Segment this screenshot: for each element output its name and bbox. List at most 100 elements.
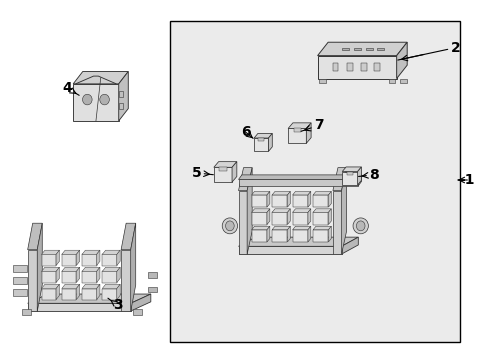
- Polygon shape: [238, 237, 358, 246]
- Polygon shape: [287, 123, 310, 129]
- Ellipse shape: [225, 221, 234, 231]
- Polygon shape: [305, 123, 310, 143]
- Polygon shape: [271, 192, 290, 195]
- Polygon shape: [28, 294, 150, 303]
- Polygon shape: [28, 250, 37, 311]
- Polygon shape: [82, 255, 97, 266]
- Polygon shape: [61, 250, 80, 255]
- Polygon shape: [238, 180, 358, 186]
- Polygon shape: [102, 288, 117, 300]
- Polygon shape: [238, 175, 361, 180]
- Bar: [22, 309, 30, 315]
- Polygon shape: [287, 129, 305, 143]
- Polygon shape: [61, 288, 76, 300]
- Polygon shape: [82, 250, 100, 255]
- Polygon shape: [254, 138, 268, 152]
- Polygon shape: [41, 250, 60, 255]
- Bar: [258, 138, 264, 141]
- Bar: [387, 78, 394, 83]
- Bar: [219, 167, 226, 171]
- Polygon shape: [238, 168, 252, 190]
- Polygon shape: [56, 267, 60, 283]
- Polygon shape: [251, 226, 269, 230]
- Bar: [13, 265, 27, 272]
- Polygon shape: [213, 167, 232, 182]
- Bar: [170, 21, 459, 342]
- Polygon shape: [56, 250, 60, 266]
- Polygon shape: [332, 190, 341, 254]
- Polygon shape: [287, 226, 290, 242]
- Polygon shape: [271, 230, 287, 242]
- Bar: [399, 78, 406, 83]
- Polygon shape: [102, 255, 117, 266]
- Polygon shape: [102, 250, 120, 255]
- Bar: [346, 63, 352, 71]
- Polygon shape: [292, 226, 310, 230]
- Polygon shape: [266, 209, 269, 225]
- Polygon shape: [97, 267, 100, 283]
- Bar: [374, 63, 379, 71]
- Polygon shape: [312, 230, 328, 242]
- Polygon shape: [251, 230, 266, 242]
- Bar: [346, 171, 352, 175]
- Polygon shape: [341, 168, 346, 254]
- Bar: [353, 48, 360, 50]
- Text: 6: 6: [241, 125, 253, 139]
- Ellipse shape: [100, 94, 109, 105]
- Polygon shape: [271, 195, 287, 207]
- Polygon shape: [41, 284, 60, 288]
- Polygon shape: [28, 303, 130, 311]
- Ellipse shape: [222, 218, 237, 234]
- Polygon shape: [56, 284, 60, 300]
- Polygon shape: [266, 192, 269, 207]
- Polygon shape: [73, 72, 128, 84]
- Polygon shape: [41, 267, 60, 271]
- Polygon shape: [342, 171, 357, 185]
- Polygon shape: [97, 284, 100, 300]
- Polygon shape: [41, 288, 56, 300]
- Polygon shape: [119, 72, 128, 121]
- Polygon shape: [61, 255, 76, 266]
- Polygon shape: [328, 192, 331, 207]
- Polygon shape: [358, 175, 361, 186]
- Polygon shape: [82, 267, 100, 271]
- Polygon shape: [61, 284, 80, 288]
- Polygon shape: [292, 212, 307, 225]
- Polygon shape: [328, 226, 331, 242]
- Text: 8: 8: [358, 168, 378, 182]
- Polygon shape: [266, 226, 269, 242]
- Bar: [366, 48, 372, 50]
- Polygon shape: [76, 267, 80, 283]
- Polygon shape: [396, 42, 407, 78]
- Polygon shape: [130, 294, 150, 311]
- Polygon shape: [357, 167, 361, 185]
- Polygon shape: [312, 209, 331, 212]
- Bar: [318, 78, 325, 83]
- Bar: [13, 289, 27, 296]
- Polygon shape: [232, 162, 236, 182]
- Polygon shape: [82, 284, 100, 288]
- Polygon shape: [292, 192, 310, 195]
- Polygon shape: [251, 195, 266, 207]
- Polygon shape: [130, 223, 136, 311]
- Polygon shape: [307, 226, 310, 242]
- Polygon shape: [332, 168, 346, 190]
- Polygon shape: [41, 255, 56, 266]
- Polygon shape: [254, 134, 272, 138]
- Bar: [133, 309, 142, 315]
- Bar: [148, 287, 157, 292]
- Polygon shape: [251, 212, 266, 225]
- Polygon shape: [61, 271, 76, 283]
- Polygon shape: [246, 168, 252, 254]
- Polygon shape: [287, 192, 290, 207]
- Bar: [13, 277, 27, 284]
- Polygon shape: [41, 271, 56, 283]
- Polygon shape: [341, 237, 358, 254]
- Polygon shape: [117, 250, 120, 266]
- Polygon shape: [121, 223, 136, 250]
- Polygon shape: [271, 226, 290, 230]
- Polygon shape: [317, 56, 396, 78]
- Polygon shape: [312, 195, 328, 207]
- Polygon shape: [102, 267, 120, 271]
- Polygon shape: [292, 209, 310, 212]
